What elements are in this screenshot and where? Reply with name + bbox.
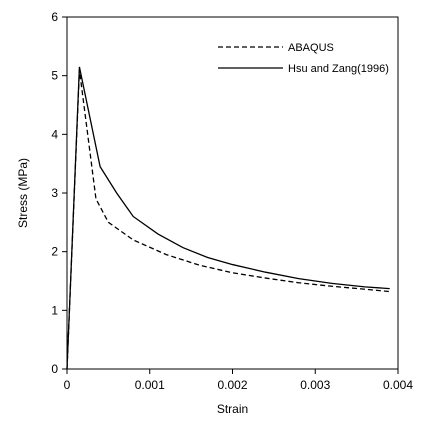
series-layer [66, 66, 390, 370]
legend-label: ABAQUS [288, 42, 334, 54]
y-tick-label: 4 [51, 127, 58, 141]
y-tick-label: 3 [51, 186, 58, 200]
x-axis-label: Strain [217, 402, 248, 416]
series-line-abaqus [66, 69, 390, 370]
y-axis-ticks: 0 1 2 3 4 5 6 [51, 10, 67, 376]
x-tick-label: 0.002 [217, 378, 247, 392]
legend-label: Hsu and Zang(1996) [288, 63, 389, 75]
legend: ABAQUS Hsu and Zang(1996) [218, 42, 389, 75]
series-line-hsu-zang [66, 66, 390, 370]
x-tick-label: 0.003 [300, 378, 330, 392]
x-tick-label: 0.001 [135, 378, 165, 392]
x-axis-ticks: 0 0.001 0.002 0.003 0.004 [64, 369, 413, 392]
y-tick-label: 6 [51, 10, 58, 24]
y-tick-label: 2 [51, 245, 58, 259]
y-axis-label: Stress (MPa) [16, 158, 30, 228]
y-tick-label: 1 [51, 303, 58, 317]
y-tick-label: 0 [51, 362, 58, 376]
x-tick-label: 0 [64, 378, 71, 392]
y-tick-label: 5 [51, 69, 58, 83]
x-tick-label: 0.004 [383, 378, 413, 392]
